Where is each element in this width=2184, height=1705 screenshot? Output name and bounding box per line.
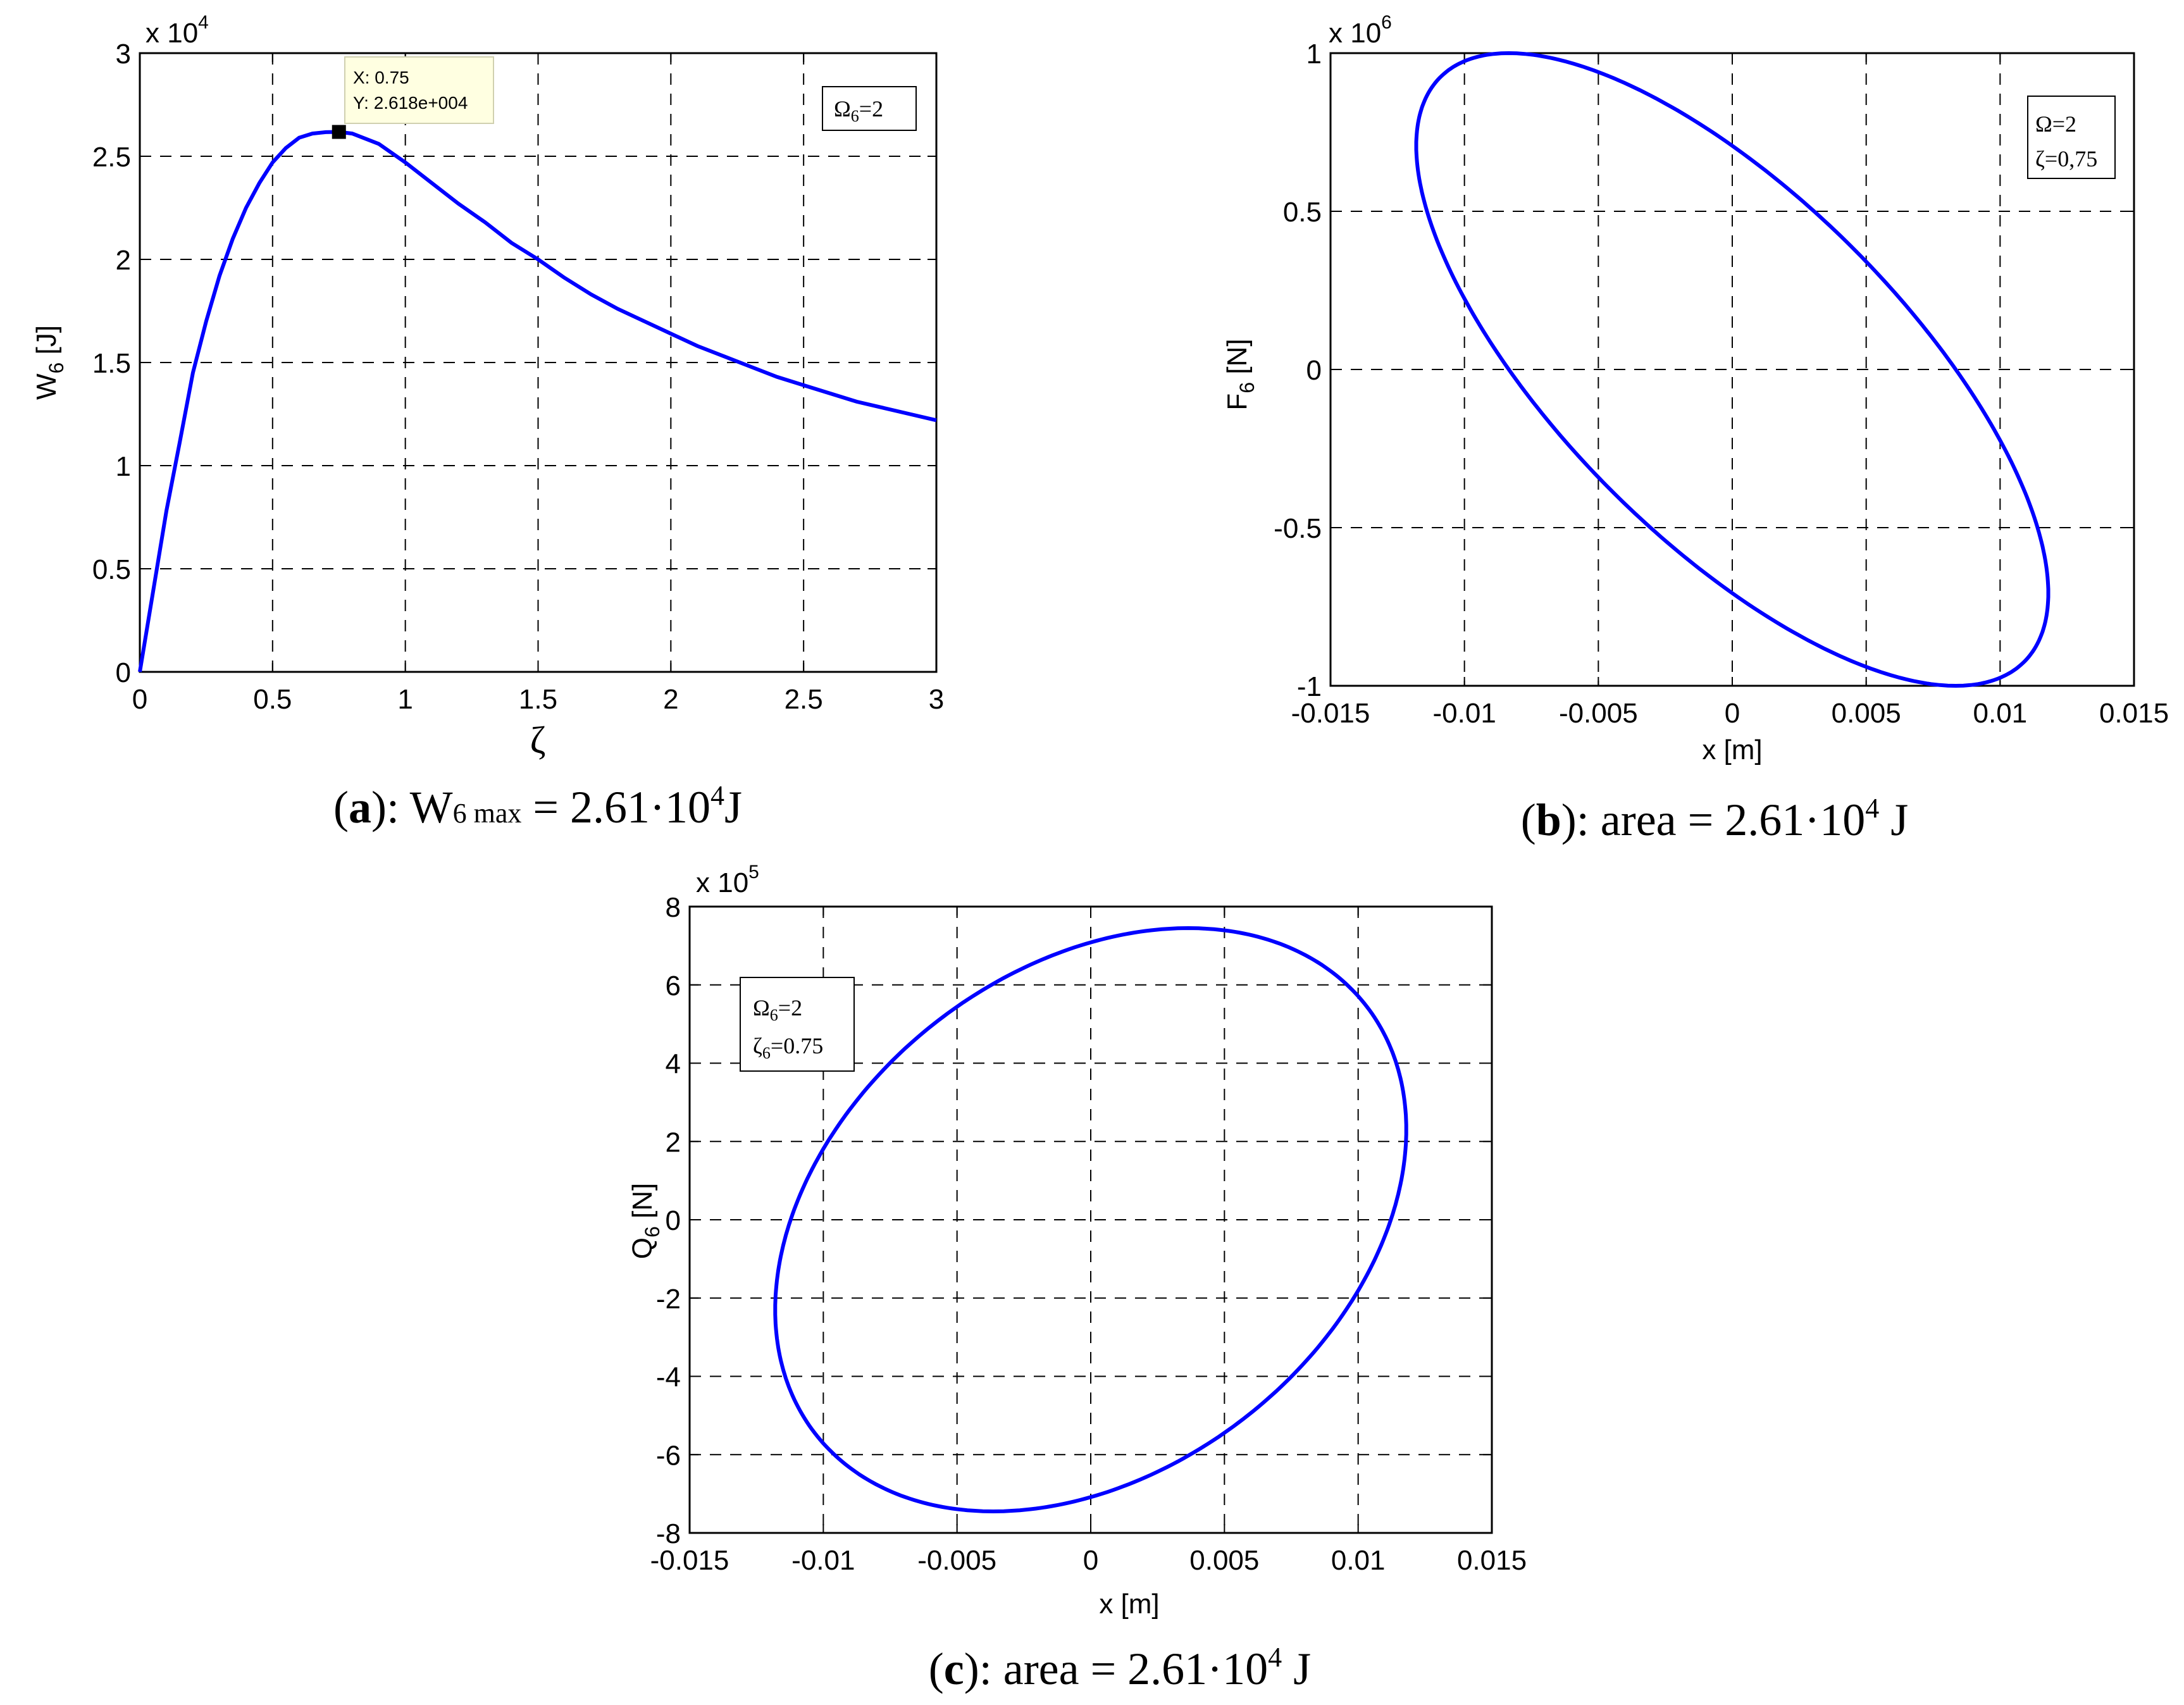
y-tick-label: 0 xyxy=(1306,355,1322,386)
x-tick-label: -0.015 xyxy=(650,1545,729,1576)
y-tick-label: 0.5 xyxy=(1283,197,1322,228)
panel-b-caption: (b): area = 2.61·104 J xyxy=(1521,793,1908,845)
x-tick-label: 2.5 xyxy=(785,684,823,715)
panel-c-series-line xyxy=(773,926,1408,1514)
x-tick-label: 2 xyxy=(663,684,678,715)
y-tick-label: 0.5 xyxy=(92,554,131,585)
datatip-box xyxy=(344,56,494,124)
y-tick-label: 2 xyxy=(116,245,131,276)
datatip-marker xyxy=(332,125,346,139)
y-tick-label: 0 xyxy=(666,1205,681,1236)
y-tick-label: 1 xyxy=(116,451,131,482)
panel-a-xlabel: ζ xyxy=(530,719,546,761)
x-tick-label: 0.005 xyxy=(1832,698,1901,729)
y-tick-label: -1 xyxy=(1297,671,1322,702)
panel-a-caption: (a): W6 max = 2.61·104J xyxy=(333,780,742,833)
y-tick-label: 3 xyxy=(116,39,131,70)
y-tick-label: 1.5 xyxy=(92,348,131,379)
x-tick-label: 0.01 xyxy=(1331,1545,1386,1576)
panel-c-caption: (c): area = 2.61·104 J xyxy=(929,1642,1311,1694)
y-tick-label: 1 xyxy=(1306,39,1322,70)
panel-c-xlabel: x [m] xyxy=(1099,1589,1159,1620)
y-tick-label: 2 xyxy=(666,1127,681,1158)
panel-b-ylabel: F6 [N] xyxy=(1222,338,1258,410)
legend-box xyxy=(2027,96,2116,179)
panel-a-y-exponent: x 104 xyxy=(146,12,209,49)
legend-line-1: Ω=2 xyxy=(2035,111,2076,137)
x-tick-label: 1 xyxy=(397,684,413,715)
panel-c-ylabel: Q6 [N] xyxy=(627,1183,664,1259)
y-tick-label: 2.5 xyxy=(92,142,131,173)
y-tick-label: -8 xyxy=(656,1518,681,1549)
panel-c-y-exponent: x 105 xyxy=(696,862,759,898)
legend-line-2: ζ6=0.75 xyxy=(753,1033,823,1062)
x-tick-label: -0.005 xyxy=(1559,698,1638,729)
panel-a-ticks: 0 0.5 1 1.5 2 2.5 3 0 0.5 1 1.5 2 2.5 3 xyxy=(92,39,944,715)
y-tick-label: 6 xyxy=(666,970,681,1001)
datatip-x: X: 0.75 xyxy=(353,68,409,87)
panel-a-ylabel: W6 [J] xyxy=(31,325,68,400)
panel-b: -0.015 -0.01 -0.005 0 0.005 0.01 0.015 -1 -0.5 0 0… xyxy=(1222,12,2169,845)
legend-box xyxy=(740,977,855,1072)
x-tick-label: 1.5 xyxy=(519,684,557,715)
panel-b-y-exponent: x 106 xyxy=(1329,12,1392,49)
panel-a-datatip[interactable]: X: 0.75 Y: 2.618e+004 xyxy=(332,56,494,139)
legend-line-1: Ω6=2 xyxy=(753,995,802,1024)
panel-b-xlabel: x [m] xyxy=(1702,735,1762,766)
x-tick-label: -0.01 xyxy=(791,1545,855,1576)
x-tick-label: -0.005 xyxy=(917,1545,996,1576)
panel-b-grid xyxy=(1331,53,2134,686)
panel-b-legend: Ω=2 ζ=0,75 xyxy=(2027,96,2116,179)
panel-c-grid xyxy=(690,907,1492,1533)
panel-c: -0.015 -0.01 -0.005 0 0.005 0.01 0.015 -8 -6 -4 -2… xyxy=(627,862,1527,1694)
panel-a-series-line xyxy=(138,130,937,673)
x-tick-label: 0.5 xyxy=(253,684,292,715)
x-tick-label: 0 xyxy=(1083,1545,1098,1576)
datatip-y: Y: 2.618e+004 xyxy=(353,93,468,113)
legend-text: Ω6=2 xyxy=(834,96,883,125)
y-tick-label: -0.5 xyxy=(1274,513,1322,544)
x-tick-label: 0 xyxy=(132,684,147,715)
x-tick-label: -0.015 xyxy=(1291,698,1370,729)
panel-a-grid xyxy=(140,53,936,672)
y-tick-label: 4 xyxy=(666,1049,681,1080)
x-tick-label: 0 xyxy=(1725,698,1740,729)
y-tick-label: -2 xyxy=(656,1284,681,1315)
x-tick-label: -0.01 xyxy=(1433,698,1496,729)
panel-b-series-line xyxy=(1414,51,2051,688)
y-tick-label: 0 xyxy=(116,657,131,688)
panel-c-legend: Ω6=2 ζ6=0.75 xyxy=(740,977,855,1072)
x-tick-label: 0.015 xyxy=(2099,698,2169,729)
x-tick-label: 0.005 xyxy=(1189,1545,1259,1576)
x-tick-label: 0.01 xyxy=(1973,698,2028,729)
x-tick-label: 0.015 xyxy=(1457,1545,1527,1576)
panel-b-ticks: -0.015 -0.01 -0.005 0 0.005 0.01 0.015 -1 -0.5 0 0… xyxy=(1274,39,2169,729)
panel-a-legend: Ω6=2 xyxy=(822,86,917,131)
panel-a: 0 0.5 1 1.5 2 2.5 3 0 0.5 1 1.5 2 2.5 3 X: 0.75 Y: 2.… xyxy=(31,12,944,833)
legend-box xyxy=(822,86,917,131)
panel-c-ticks: -0.015 -0.01 -0.005 0 0.005 0.01 0.015 -8 -6 -4 -2… xyxy=(650,892,1527,1576)
y-tick-label: -4 xyxy=(656,1362,681,1393)
legend-line-2: ζ=0,75 xyxy=(2035,146,2097,171)
y-tick-label: 8 xyxy=(666,892,681,923)
x-tick-label: 3 xyxy=(929,684,944,715)
y-tick-label: -6 xyxy=(656,1440,681,1471)
